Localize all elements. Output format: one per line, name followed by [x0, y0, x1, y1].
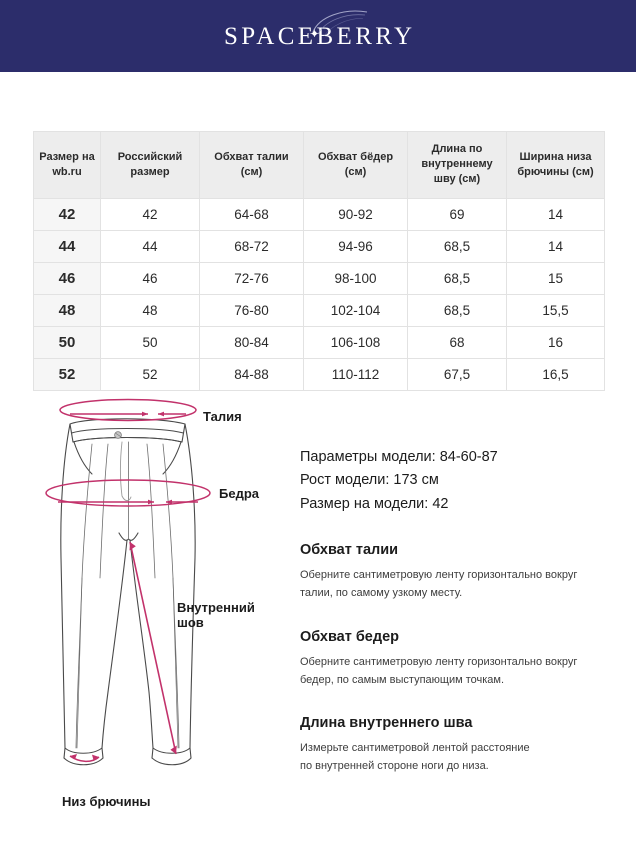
cell-hips: 102-104 — [303, 293, 408, 327]
size-table-container: Размер на wb.ru Российский размер Обхват… — [33, 131, 605, 391]
cell-waist: 64-68 — [199, 197, 304, 231]
model-size: Размер на модели: 42 — [300, 495, 449, 512]
table-row: 52 52 84-88 110-112 67,5 16,5 — [33, 357, 605, 391]
cell-wb-size: 52 — [33, 357, 101, 391]
cell-hips: 110-112 — [303, 357, 408, 391]
diagram-label-hem: Низ брючины — [62, 794, 151, 809]
measure-title-inseam: Длина внутреннего шва — [300, 715, 473, 732]
size-table: Размер на wb.ru Российский размер Обхват… — [33, 131, 605, 391]
cell-russian-size: 44 — [100, 229, 200, 263]
cell-wb-size: 46 — [33, 261, 101, 295]
cell-hem-width: 16,5 — [506, 357, 605, 391]
cell-hem-width: 15,5 — [506, 293, 605, 327]
cell-hips: 94-96 — [303, 229, 408, 263]
column-header-waist: Обхват талии (см) — [199, 131, 304, 199]
measure-text-inseam: Измерьте сантиметровой лентой расстояние… — [300, 742, 530, 773]
cell-inseam: 68,5 — [407, 293, 507, 327]
cell-waist: 84-88 — [199, 357, 304, 391]
table-row: 42 42 64-68 90-92 69 14 — [33, 197, 605, 231]
brand-lockup: SPACEBERRY — [221, 10, 416, 60]
cell-russian-size: 50 — [100, 325, 200, 359]
measure-text-waist: Оберните сантиметровую ленту горизонталь… — [300, 569, 578, 600]
model-height: Рост модели: 173 см — [300, 472, 439, 489]
measure-block-hips: Обхват бедер Оберните сантиметровую лент… — [300, 628, 616, 689]
cell-waist: 76-80 — [199, 293, 304, 327]
inseam-measure-line — [129, 541, 177, 755]
info-column: Параметры модели: 84-60-87 Рост модели: … — [300, 446, 616, 776]
diagram-label-inseam: Внутренний шов — [177, 600, 255, 631]
cell-russian-size: 46 — [100, 261, 200, 295]
column-header-hem-width: Ширина низа брючины (см) — [506, 131, 605, 199]
table-row: 44 44 68-72 94-96 68,5 14 — [33, 229, 605, 263]
measurement-overlays — [45, 398, 211, 763]
measure-block-inseam: Длина внутреннего шва Измерьте сантиметр… — [300, 714, 616, 775]
column-header-wb-size: Размер на wb.ru — [33, 131, 101, 199]
cell-wb-size: 42 — [33, 197, 101, 231]
cell-waist: 80-84 — [199, 325, 304, 359]
cell-wb-size: 50 — [33, 325, 101, 359]
cell-inseam: 69 — [407, 197, 507, 231]
cell-wb-size: 48 — [33, 293, 101, 327]
measure-title-hips: Обхват бедер — [300, 628, 400, 645]
diagram-label-waist: Талия — [203, 409, 242, 424]
cell-inseam: 68,5 — [407, 261, 507, 295]
measure-block-waist: Обхват талии Оберните сантиметровую лент… — [300, 541, 616, 602]
cell-hem-width: 16 — [506, 325, 605, 359]
column-header-russian-size: Российский размер — [100, 131, 200, 199]
diagram-label-hips: Бедра — [219, 486, 259, 501]
table-row: 48 48 76-80 102-104 68,5 15,5 — [33, 293, 605, 327]
table-row: 46 46 72-76 98-100 68,5 15 — [33, 261, 605, 295]
brand-wordmark: SPACEBERRY — [223, 22, 416, 50]
table-row: 50 50 80-84 106-108 68 16 — [33, 325, 605, 359]
brand-header: SPACEBERRY — [0, 0, 636, 72]
trousers-diagram — [45, 398, 211, 766]
column-header-inseam-length: Длина по внутреннему шву (см) — [407, 131, 507, 199]
cell-russian-size: 48 — [100, 293, 200, 327]
cell-waist: 72-76 — [199, 261, 304, 295]
table-header-row: Размер на wb.ru Российский размер Обхват… — [33, 131, 605, 199]
cell-hem-width: 14 — [506, 197, 605, 231]
cell-inseam: 68 — [407, 325, 507, 359]
measure-title-waist: Обхват талии — [300, 542, 399, 559]
hips-measure-ellipse — [45, 479, 211, 507]
cell-wb-size: 44 — [33, 229, 101, 263]
cell-waist: 68-72 — [199, 229, 304, 263]
cell-hips: 98-100 — [303, 261, 408, 295]
cell-russian-size: 52 — [100, 357, 200, 391]
waist-measure-ellipse — [59, 398, 197, 422]
cell-russian-size: 42 — [100, 197, 200, 231]
cell-hem-width: 14 — [506, 229, 605, 263]
cell-inseam: 68,5 — [407, 229, 507, 263]
measure-text-hips: Оберните сантиметровую ленту горизонталь… — [300, 655, 578, 686]
cell-hips: 90-92 — [303, 197, 408, 231]
cell-hem-width: 15 — [506, 261, 605, 295]
cell-inseam: 67,5 — [407, 357, 507, 391]
column-header-hips: Обхват бёдер (см) — [303, 131, 408, 199]
cell-hips: 106-108 — [303, 325, 408, 359]
model-parameters: Параметры модели: 84-60-87 — [300, 449, 498, 465]
